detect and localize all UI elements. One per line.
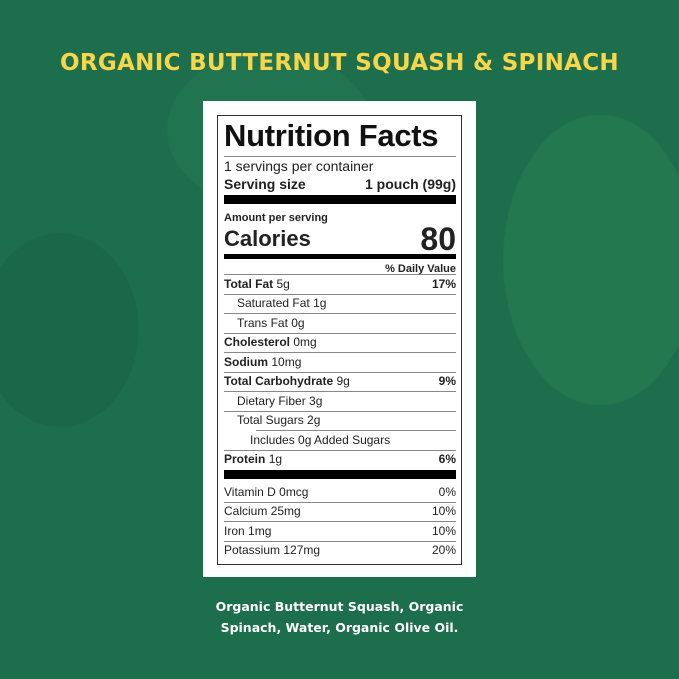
nutrient-amount: 9g — [336, 374, 350, 388]
servings-per-container: 1 servings per container — [224, 156, 456, 175]
nutrient-name: Total Fat — [224, 276, 274, 291]
serving-size: Serving size 1 pouch (99g) — [224, 174, 456, 193]
nutrient-name: Total Sugars — [237, 413, 304, 427]
daily-value-text: % Daily Value — [385, 262, 456, 275]
nutrient-name: Saturated Fat — [237, 296, 310, 310]
vitamin-name: Vitamin D — [224, 484, 276, 499]
vitamin-name: Potassium — [224, 543, 281, 557]
servings-text: 1 servings per container — [224, 157, 374, 174]
vitamin-name-amount: Iron 1mg — [224, 524, 271, 538]
nutrient-name-amount: Total Carbohydrate 9g — [224, 374, 350, 388]
nutrient-amount: 1g — [313, 296, 327, 310]
vitamin-name-amount: Calcium 25mg — [224, 504, 301, 518]
vitamin-row: Calcium 25mg 10% — [224, 502, 456, 521]
nutrient-name: Includes 0g Added Sugars — [250, 432, 391, 447]
nutrient-row: Cholesterol 0mg — [224, 333, 456, 352]
nutrient-name-amount: Total Fat 5g — [224, 277, 290, 291]
nutrient-row: Dietary Fiber 3g — [224, 391, 456, 410]
nutrient-name: Cholesterol — [224, 335, 291, 349]
nutrient-name: Trans Fat — [237, 315, 288, 330]
vitamin-row: Potassium 127mg 20% — [224, 541, 456, 560]
serving-size-label: Serving size — [224, 175, 306, 192]
daily-value-header: % Daily Value — [224, 259, 456, 278]
vitamin-amount: 25mg — [270, 504, 301, 518]
vitamin-name: Iron — [224, 523, 245, 538]
label-heading: Nutrition Facts — [224, 118, 439, 153]
nutrient-name-amount: Includes 0g Added Sugars — [250, 433, 390, 447]
nutrition-card: Nutrition Facts 1 servings per container… — [203, 101, 476, 577]
nutrient-row: Protein 1g 6% — [224, 450, 456, 469]
vitamin-name-amount: Potassium 127mg — [224, 543, 320, 557]
vitamin-name: Calcium — [224, 504, 268, 518]
thick-divider — [224, 470, 456, 479]
amount-per-serving-text: Amount per serving — [224, 211, 328, 224]
serving-size-value: 1 pouch (99g) — [364, 175, 456, 192]
nutrient-amount: 0mg — [293, 335, 317, 349]
medium-divider — [224, 254, 456, 259]
nutrient-amount: 3g — [309, 393, 323, 408]
nutrient-row: Includes 0g Added Sugars — [224, 430, 456, 449]
nutrient-name-amount: Trans Fat 0g — [237, 316, 305, 330]
amount-per-serving: Amount per serving — [224, 208, 456, 227]
nutrient-amount: 2g — [307, 413, 321, 427]
nutrient-row: Sodium 10mg — [224, 352, 456, 371]
vitamin-amount: 0mcg — [279, 484, 309, 499]
nutrient-name-amount: Cholesterol 0mg — [224, 335, 317, 349]
nutrient-row: Total Fat 5g 17% — [224, 274, 456, 293]
calories-label: Calories — [224, 226, 311, 251]
calories-row: Calories 80 — [224, 220, 456, 257]
nutrient-row: Total Carbohydrate 9g 9% — [224, 372, 456, 391]
vitamin-dv: 0% — [438, 484, 456, 499]
nutrient-name-amount: Total Sugars 2g — [237, 413, 320, 427]
vitamin-amount: 1mg — [248, 523, 272, 538]
nutrient-name-amount: Protein 1g — [224, 452, 282, 466]
ingredients: Organic Butternut Squash, Organic Spinac… — [0, 596, 679, 638]
vitamin-amount: 127mg — [283, 543, 321, 557]
vitamin-dv: 20% — [431, 543, 456, 557]
nutrient-amount: 10mg — [271, 354, 302, 369]
vitamin-name-amount: Vitamin D 0mcg — [224, 485, 308, 499]
calories-value: 80 — [420, 220, 456, 257]
nutrient-name: Sodium — [224, 354, 268, 369]
nutrition-facts-label: Nutrition Facts 1 servings per container… — [217, 115, 462, 565]
nutrient-name-amount: Sodium 10mg — [224, 355, 301, 369]
nutrient-name: Total Carbohydrate — [224, 374, 334, 388]
nutrient-amount: 0g — [291, 315, 305, 330]
nutrient-amount: 5g — [276, 276, 290, 291]
nutrient-row: Saturated Fat 1g — [224, 294, 456, 313]
nutrient-dv: 9% — [438, 374, 456, 388]
nutrient-name: Dietary Fiber — [237, 393, 306, 408]
nutrient-name-amount: Dietary Fiber 3g — [237, 394, 322, 408]
vitamin-row: Iron 1mg 10% — [224, 521, 456, 540]
nutrient-amount: 1g — [268, 452, 283, 466]
thick-divider — [224, 195, 456, 204]
nutrient-dv: 17% — [431, 276, 456, 291]
ingredients-line-1: Organic Butternut Squash, Organic — [215, 599, 464, 614]
vitamin-dv: 10% — [431, 504, 456, 518]
vitamin-dv: 10% — [431, 523, 456, 538]
nutrient-row: Total Sugars 2g — [224, 411, 456, 430]
product-title: ORGANIC BUTTERNUT SQUASH & SPINACH — [60, 50, 619, 76]
nutrient-name-amount: Saturated Fat 1g — [237, 296, 326, 310]
nutrient-row: Trans Fat 0g — [224, 313, 456, 332]
nutrient-dv: 6% — [438, 452, 456, 466]
vitamin-row: Vitamin D 0mcg 0% — [224, 482, 456, 501]
nutrient-name: Protein — [224, 452, 266, 466]
ingredients-line-2: Spinach, Water, Organic Olive Oil. — [220, 620, 459, 635]
